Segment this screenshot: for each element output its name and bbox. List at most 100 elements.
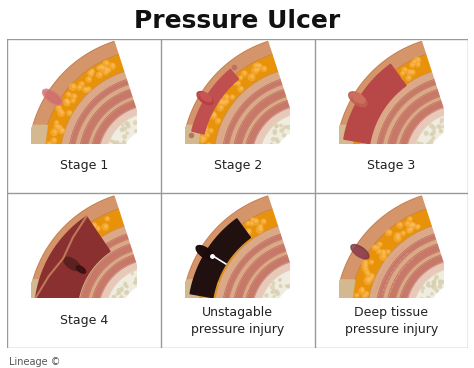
Circle shape [212, 105, 214, 106]
Circle shape [264, 67, 265, 69]
Circle shape [377, 249, 381, 254]
Circle shape [84, 88, 89, 92]
Circle shape [408, 227, 413, 232]
Circle shape [443, 125, 446, 128]
Circle shape [358, 131, 363, 136]
Circle shape [360, 287, 364, 291]
Circle shape [371, 261, 373, 262]
Circle shape [211, 266, 218, 273]
Circle shape [208, 144, 210, 146]
Circle shape [96, 72, 102, 78]
Circle shape [224, 99, 229, 104]
Circle shape [214, 113, 215, 115]
Circle shape [283, 127, 285, 129]
Circle shape [51, 138, 56, 144]
Circle shape [123, 135, 127, 138]
Circle shape [118, 292, 120, 294]
Circle shape [377, 242, 382, 247]
Polygon shape [381, 85, 437, 162]
Circle shape [109, 301, 111, 304]
Circle shape [428, 285, 430, 287]
Polygon shape [393, 251, 441, 316]
Circle shape [58, 126, 61, 128]
Circle shape [388, 231, 391, 233]
Circle shape [431, 132, 435, 135]
Circle shape [80, 233, 82, 235]
Circle shape [72, 243, 74, 245]
Circle shape [369, 100, 371, 103]
Circle shape [435, 276, 438, 279]
Polygon shape [376, 79, 436, 162]
Circle shape [364, 295, 366, 297]
Circle shape [425, 150, 428, 153]
Text: Stage 1: Stage 1 [60, 159, 108, 173]
Circle shape [126, 286, 128, 288]
Circle shape [66, 92, 71, 97]
Circle shape [88, 88, 90, 90]
Circle shape [122, 141, 126, 145]
Circle shape [77, 85, 82, 90]
Circle shape [285, 285, 287, 287]
Circle shape [443, 280, 447, 283]
Circle shape [135, 277, 138, 280]
Circle shape [370, 98, 372, 100]
Circle shape [430, 133, 433, 136]
Circle shape [376, 246, 378, 248]
Circle shape [50, 280, 56, 287]
Circle shape [64, 99, 69, 103]
Circle shape [258, 224, 263, 230]
Circle shape [354, 149, 356, 151]
Polygon shape [68, 234, 128, 317]
Circle shape [273, 150, 275, 152]
Circle shape [219, 91, 225, 96]
Circle shape [63, 268, 65, 270]
Circle shape [365, 261, 367, 264]
Circle shape [57, 288, 62, 293]
Circle shape [267, 305, 270, 308]
Circle shape [365, 276, 371, 283]
Circle shape [210, 266, 215, 272]
Circle shape [58, 273, 63, 278]
Circle shape [380, 250, 386, 255]
Circle shape [58, 110, 64, 116]
Circle shape [364, 292, 369, 296]
Circle shape [207, 286, 210, 288]
Circle shape [126, 291, 128, 293]
Circle shape [85, 88, 87, 90]
Circle shape [43, 295, 48, 300]
Circle shape [105, 68, 108, 70]
Circle shape [88, 78, 91, 80]
Circle shape [383, 96, 385, 99]
Circle shape [367, 279, 370, 282]
Circle shape [255, 69, 257, 71]
Circle shape [284, 125, 286, 128]
Circle shape [430, 286, 432, 287]
Circle shape [124, 284, 127, 286]
Circle shape [386, 250, 390, 254]
Circle shape [432, 137, 435, 139]
Circle shape [356, 294, 358, 296]
Polygon shape [105, 114, 143, 161]
Circle shape [410, 223, 415, 228]
Circle shape [121, 289, 123, 291]
Circle shape [230, 248, 233, 251]
Circle shape [252, 219, 254, 220]
Circle shape [381, 95, 386, 101]
Circle shape [57, 282, 60, 284]
Circle shape [438, 125, 439, 127]
Circle shape [105, 217, 109, 221]
Circle shape [396, 83, 403, 89]
Circle shape [112, 155, 115, 159]
Polygon shape [178, 280, 201, 319]
Circle shape [280, 129, 283, 132]
Circle shape [51, 149, 56, 155]
Circle shape [356, 305, 362, 311]
Circle shape [218, 119, 219, 121]
Circle shape [206, 265, 212, 271]
Circle shape [265, 304, 269, 308]
Polygon shape [42, 54, 124, 163]
Polygon shape [227, 239, 283, 317]
Circle shape [48, 143, 51, 145]
Text: Lineage ©: Lineage © [9, 357, 61, 367]
Ellipse shape [197, 92, 213, 105]
